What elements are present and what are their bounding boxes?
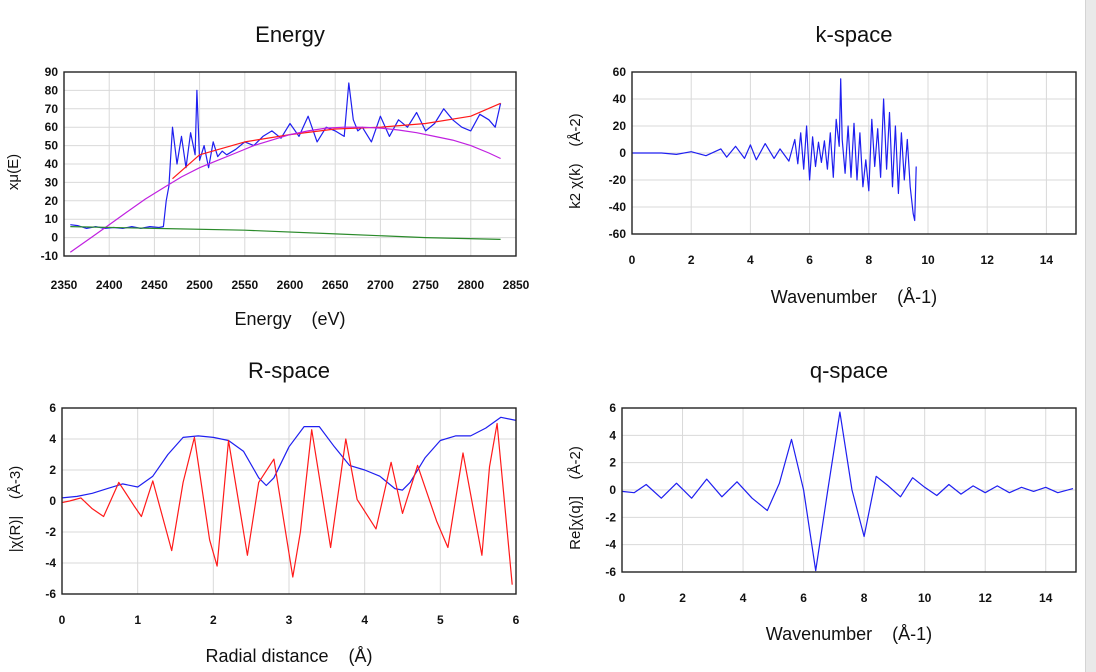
energy-x-tick-label: 2750 bbox=[412, 278, 439, 292]
energy-series-magenta-line bbox=[69, 126, 501, 253]
qspace-y-tick-label: -2 bbox=[605, 510, 616, 524]
qspace-x-tick-label: 10 bbox=[918, 591, 932, 605]
rspace-series-blue-line bbox=[61, 416, 517, 499]
kspace-x-tick-label: 2 bbox=[688, 253, 695, 267]
kspace-y-tick-label: 20 bbox=[613, 119, 627, 133]
rspace-x-tick-label: 0 bbox=[59, 613, 66, 627]
energy-x-tick-label: 2450 bbox=[141, 278, 168, 292]
energy-y-tick-label: 30 bbox=[45, 175, 59, 189]
kspace-y-tick-label: 60 bbox=[613, 65, 627, 79]
rspace-x-tick-label: 2 bbox=[210, 613, 217, 627]
rspace-x-tick-label: 1 bbox=[134, 613, 141, 627]
q-space-panel: q-space 0 2 4 6 8 10 12 14 -6 -4 -2 0 2 4 6 Wavenumber (… bbox=[567, 358, 1077, 644]
energy-y-axis-label: xμ(E) bbox=[5, 154, 22, 190]
kspace-y-tick-label: -40 bbox=[609, 200, 627, 214]
energy-x-tick-label: 2600 bbox=[277, 278, 304, 292]
rspace-y-axis-label: |χ(R)| (Å-3) bbox=[7, 466, 24, 553]
qspace-y-tick-label: -4 bbox=[605, 538, 616, 552]
rspace-y-tick-label: -4 bbox=[45, 556, 56, 570]
energy-x-tick-label: 2650 bbox=[322, 278, 349, 292]
energy-panel: Energy 2350 2400 2450 2500 2550 2600 2650 2700 27… bbox=[5, 22, 530, 329]
rspace-y-tick-label: -2 bbox=[45, 525, 56, 539]
r-space-panel: R-space 0 1 2 3 4 5 6 -6 -4 -2 0 2 4 6 Radial distance … bbox=[7, 358, 520, 666]
kspace-y-tick-label: 40 bbox=[613, 92, 627, 106]
energy-y-tick-label: 70 bbox=[45, 102, 59, 116]
kspace-x-tick-label: 12 bbox=[981, 253, 995, 267]
rspace-x-tick-label: 3 bbox=[286, 613, 293, 627]
energy-plot-frame bbox=[63, 71, 517, 257]
energy-series-red-line bbox=[172, 102, 501, 180]
window-edge bbox=[1085, 0, 1096, 672]
rspace-title: R-space bbox=[248, 358, 330, 383]
qspace-x-tick-label: 6 bbox=[800, 591, 807, 605]
qspace-x-tick-label: 2 bbox=[679, 591, 686, 605]
qspace-x-axis-label: Wavenumber (Å-1) bbox=[766, 624, 932, 644]
rspace-y-tick-label: 4 bbox=[49, 432, 56, 446]
k-space-panel: k-space 0 2 4 6 8 10 12 14 -60 -40 -20 0 20 40 60 Wavenu… bbox=[567, 22, 1077, 307]
kspace-series-blue-line bbox=[632, 78, 917, 222]
qspace-y-axis-label: Re[χ(q)] (Å-2) bbox=[567, 446, 584, 550]
energy-y-tick-label: 0 bbox=[51, 231, 58, 245]
energy-y-tick-label: 10 bbox=[45, 212, 59, 226]
qspace-series-blue-line bbox=[621, 411, 1074, 572]
rspace-x-tick-label: 6 bbox=[513, 613, 520, 627]
kspace-y-tick-label: -20 bbox=[609, 173, 627, 187]
energy-x-tick-label: 2700 bbox=[367, 278, 394, 292]
kspace-x-tick-label: 0 bbox=[629, 253, 636, 267]
energy-x-tick-label: 2500 bbox=[186, 278, 213, 292]
qspace-y-tick-label: 2 bbox=[609, 456, 616, 470]
energy-x-tick-label: 2350 bbox=[51, 278, 78, 292]
qspace-y-tick-label: 0 bbox=[609, 483, 616, 497]
kspace-title: k-space bbox=[815, 22, 892, 47]
kspace-x-tick-label: 4 bbox=[747, 253, 754, 267]
rspace-plot-frame bbox=[61, 407, 517, 595]
qspace-title: q-space bbox=[810, 358, 888, 383]
energy-series-green-line bbox=[70, 226, 501, 240]
qspace-x-tick-label: 4 bbox=[740, 591, 747, 605]
qspace-plot-frame bbox=[621, 407, 1077, 573]
rspace-series-red-line bbox=[61, 422, 513, 585]
energy-title: Energy bbox=[255, 22, 325, 47]
qspace-x-tick-label: 14 bbox=[1039, 591, 1053, 605]
rspace-x-tick-label: 4 bbox=[361, 613, 368, 627]
energy-x-tick-label: 2800 bbox=[457, 278, 484, 292]
kspace-x-tick-label: 8 bbox=[865, 253, 872, 267]
kspace-y-tick-label: -60 bbox=[609, 227, 627, 241]
kspace-x-axis-label: Wavenumber (Å-1) bbox=[771, 287, 937, 307]
energy-y-tick-label: 80 bbox=[45, 83, 59, 97]
energy-y-tick-label: 50 bbox=[45, 139, 59, 153]
rspace-y-tick-label: 6 bbox=[49, 401, 56, 415]
kspace-x-tick-label: 10 bbox=[921, 253, 935, 267]
rspace-x-axis-label: Radial distance (Å) bbox=[205, 646, 372, 666]
qspace-x-tick-label: 8 bbox=[861, 591, 868, 605]
qspace-y-tick-label: 4 bbox=[609, 428, 616, 442]
kspace-plot-frame bbox=[631, 71, 1077, 235]
energy-x-tick-label: 2850 bbox=[503, 278, 530, 292]
energy-y-tick-label: 60 bbox=[45, 120, 59, 134]
kspace-x-tick-label: 14 bbox=[1040, 253, 1054, 267]
rspace-x-tick-label: 5 bbox=[437, 613, 444, 627]
energy-y-tick-label: -10 bbox=[41, 249, 59, 263]
rspace-y-tick-label: 2 bbox=[49, 463, 56, 477]
energy-x-tick-label: 2400 bbox=[96, 278, 123, 292]
qspace-y-tick-label: -6 bbox=[605, 565, 616, 579]
qspace-x-tick-label: 12 bbox=[979, 591, 993, 605]
energy-y-tick-label: 40 bbox=[45, 157, 59, 171]
qspace-x-tick-label: 0 bbox=[619, 591, 626, 605]
energy-x-axis-label: Energy (eV) bbox=[234, 309, 345, 329]
energy-y-tick-label: 90 bbox=[45, 65, 59, 79]
kspace-y-axis-label: k2 χ(k) (Å-2) bbox=[567, 113, 584, 208]
energy-x-tick-label: 2550 bbox=[231, 278, 258, 292]
rspace-y-tick-label: 0 bbox=[49, 494, 56, 508]
qspace-y-tick-label: 6 bbox=[609, 401, 616, 415]
kspace-y-tick-label: 0 bbox=[619, 146, 626, 160]
rspace-y-tick-label: -6 bbox=[45, 587, 56, 601]
energy-y-tick-label: 20 bbox=[45, 194, 59, 208]
kspace-x-tick-label: 6 bbox=[806, 253, 813, 267]
